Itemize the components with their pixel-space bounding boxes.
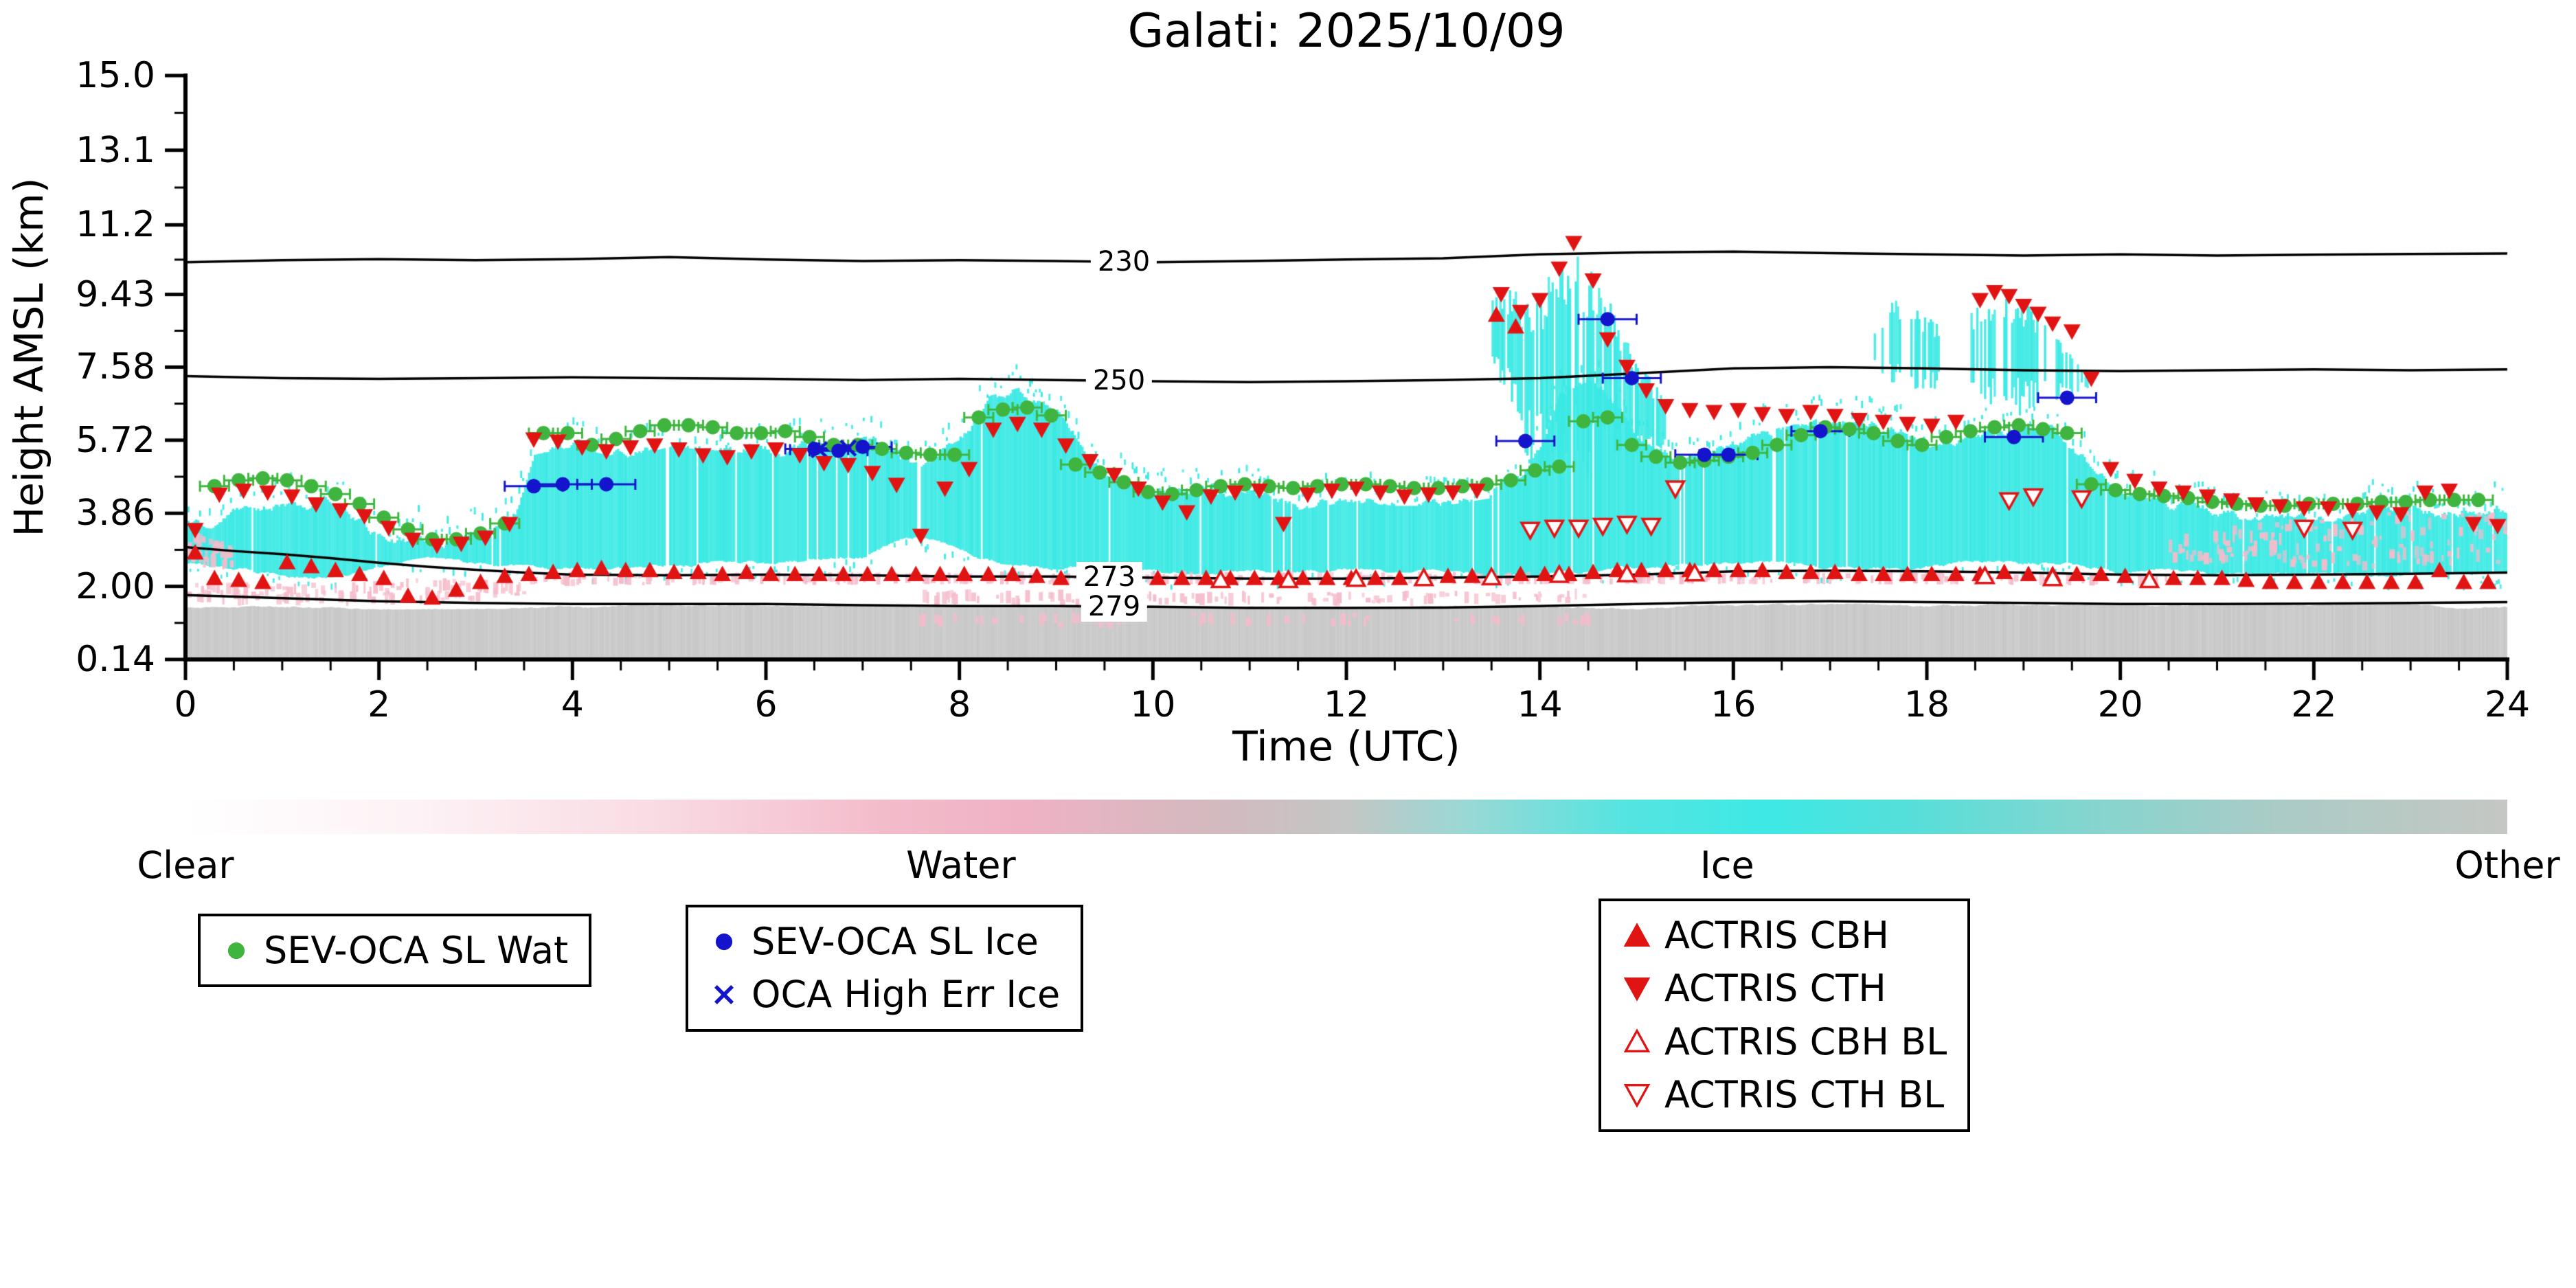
legend-item: ACTRIS CTH BL xyxy=(1622,1073,1947,1117)
y-tick-label: 11.2 xyxy=(76,204,155,246)
circle-icon xyxy=(709,927,739,957)
x-tick-label: 2 xyxy=(368,684,391,725)
x-tick-label: 18 xyxy=(1903,684,1950,725)
contour-label: 250 xyxy=(1085,365,1153,396)
y-tick-label: 5.72 xyxy=(76,419,155,461)
legend-label: SEV-OCA SL Wat xyxy=(264,929,569,972)
y-tick-label: 7.58 xyxy=(76,346,155,388)
x-tick-label: 0 xyxy=(174,684,197,725)
colorbar-label-clear: Clear xyxy=(137,844,234,887)
tri-up-open-icon xyxy=(1622,1026,1652,1057)
x-tick-label: 22 xyxy=(2291,684,2337,725)
x-tick-label: 24 xyxy=(2484,684,2531,725)
legend-label: ACTRIS CBH BL xyxy=(1664,1019,1947,1063)
x-tick-label: 12 xyxy=(1323,684,1370,725)
tri-down-filled-icon xyxy=(1622,973,1652,1004)
x-tick-label: 10 xyxy=(1130,684,1176,725)
y-tick-label: 2.00 xyxy=(76,565,155,607)
y-tick-label: 15.0 xyxy=(76,55,155,96)
y-tick-label: 9.43 xyxy=(76,273,155,315)
legend-item: SEV-OCA SL Ice xyxy=(709,921,1060,962)
legend-box-seviri-ice: SEV-OCA SL Ice OCA High Err Ice xyxy=(686,905,1084,1032)
legend-label: ACTRIS CTH BL xyxy=(1664,1073,1945,1117)
legend-item: ACTRIS CBH xyxy=(1622,915,1947,956)
colorbar xyxy=(185,800,2507,834)
legend-item: SEV-OCA SL Wat xyxy=(221,930,568,971)
x-axis-title: Time (UTC) xyxy=(1232,723,1460,771)
x-icon xyxy=(709,980,739,1010)
colorbar-label-ice: Ice xyxy=(1699,844,1754,887)
x-tick-label: 14 xyxy=(1517,684,1563,725)
x-tick-label: 6 xyxy=(754,684,778,725)
contour-label: 273 xyxy=(1076,562,1143,593)
contour-label: 230 xyxy=(1090,247,1157,278)
x-tick-label: 4 xyxy=(561,684,584,725)
legend-label: ACTRIS CTH xyxy=(1664,967,1886,1010)
legend-box-actris: ACTRIS CBH ACTRIS CTH ACTRIS CBH BL ACTRIS … xyxy=(1598,899,1971,1132)
legend-label: ACTRIS CBH xyxy=(1664,914,1889,957)
chart-title: Galati: 2025/10/09 xyxy=(1127,4,1566,58)
tri-up-filled-icon xyxy=(1622,920,1652,951)
x-tick-label: 16 xyxy=(1710,684,1756,725)
legend-item: ACTRIS CBH BL xyxy=(1622,1021,1947,1062)
legend-item: ACTRIS CTH xyxy=(1622,967,1947,1010)
circle-icon xyxy=(221,936,251,966)
y-tick-label: 13.1 xyxy=(76,129,155,171)
legend-item: OCA High Err Ice xyxy=(709,974,1060,1015)
colorbar-label-water: Water xyxy=(906,844,1016,887)
legend-box-seviri-water: SEV-OCA SL Wat xyxy=(198,914,592,988)
tri-down-open-icon xyxy=(1622,1080,1652,1110)
y-tick-label: 3.86 xyxy=(76,493,155,534)
legend-label: OCA High Err Ice xyxy=(752,973,1061,1017)
x-tick-label: 8 xyxy=(948,684,971,725)
y-axis-title: Height AMSL (km) xyxy=(5,177,52,537)
y-tick-label: 0.14 xyxy=(76,639,155,680)
legend-label: SEV-OCA SL Ice xyxy=(752,920,1039,963)
colorbar-label-other: Other xyxy=(2454,844,2560,887)
contour-label: 279 xyxy=(1081,591,1148,622)
x-tick-label: 20 xyxy=(2097,684,2143,725)
